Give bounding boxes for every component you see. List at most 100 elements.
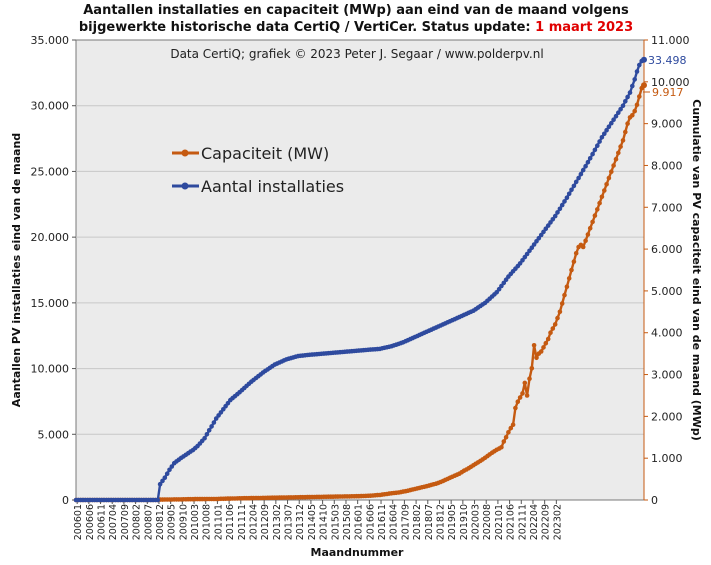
y-left-tick-label: 5.000 xyxy=(38,428,70,441)
series-point-0 xyxy=(623,129,628,135)
y-left-tick-label: 15.000 xyxy=(31,297,70,310)
chart-title-line2-prefix: bijgewerkte historische data CertiQ / Ve… xyxy=(79,20,535,35)
series-point-1 xyxy=(573,179,579,185)
series-point-1 xyxy=(597,139,602,144)
series-point-0 xyxy=(517,395,523,400)
series-point-1 xyxy=(602,131,607,137)
x-tick-label: 201508 xyxy=(342,504,353,540)
x-tick-label: 201307 xyxy=(284,504,295,540)
y-left-tick-label: 30.000 xyxy=(31,100,70,113)
series-point-1 xyxy=(580,167,586,173)
series-point-1 xyxy=(543,226,549,231)
y-right-tick-label: 4.000 xyxy=(651,327,683,340)
x-tick-label: 201008 xyxy=(202,504,213,540)
series-point-1 xyxy=(606,124,612,129)
series-point-0 xyxy=(548,330,553,336)
x-tick-label: 201101 xyxy=(213,504,224,540)
series-point-0 xyxy=(585,232,591,237)
series-point-1 xyxy=(524,251,530,257)
series-point-1 xyxy=(536,235,542,241)
x-tick-label: 201604 xyxy=(389,504,400,540)
series-point-1 xyxy=(578,171,584,177)
series-point-0 xyxy=(620,138,626,143)
x-axis-label: Maandnummer xyxy=(311,546,405,559)
series-point-1 xyxy=(623,99,628,104)
series-point-0 xyxy=(604,182,609,187)
series-point-0 xyxy=(545,336,551,342)
y-axis-right-label: Cumulatie van PV capaciteit eind van de … xyxy=(690,99,703,441)
series-point-0 xyxy=(559,301,565,306)
x-tick-label: 200905 xyxy=(167,504,178,540)
y-left-tick-label: 20.000 xyxy=(31,231,70,244)
series-point-1 xyxy=(517,261,523,266)
series-point-0 xyxy=(618,144,623,149)
series-point-1 xyxy=(545,223,551,228)
series-point-1 xyxy=(611,117,616,122)
series-point-1 xyxy=(204,432,210,437)
x-tick-label: 201812 xyxy=(435,504,446,540)
x-tick-label: 202204 xyxy=(529,504,540,540)
series-point-0 xyxy=(625,121,630,126)
series-point-1 xyxy=(585,159,591,165)
series-point-1 xyxy=(566,191,572,197)
y-right-tick-label: 10.000 xyxy=(651,76,690,89)
x-tick-label: 200807 xyxy=(143,504,154,540)
series-point-1 xyxy=(202,435,207,441)
x-tick-label: 201611 xyxy=(377,504,388,540)
x-tick-label: 201003 xyxy=(190,504,201,540)
chart-subtitle: Data CertiQ; grafiek © 2023 Peter J. Seg… xyxy=(170,47,543,61)
series-point-1 xyxy=(155,497,161,503)
series-point-0 xyxy=(590,219,595,225)
chart-title-line2: bijgewerkte historische data CertiQ / Ve… xyxy=(79,20,633,35)
x-tick-label: 201405 xyxy=(307,504,318,540)
series-point-1 xyxy=(592,147,598,153)
series-point-0 xyxy=(613,156,619,162)
x-tick-label: 200812 xyxy=(155,504,166,540)
y-axis-left-label: Aantallen PV installaties eind van de ma… xyxy=(10,133,23,407)
y-right-tick-label: 5.000 xyxy=(651,285,683,298)
series-point-0 xyxy=(538,349,544,354)
series-point-0 xyxy=(508,425,514,431)
series-point-0 xyxy=(569,267,574,273)
x-tick-label: 200611 xyxy=(97,504,108,540)
series-point-1 xyxy=(569,187,574,193)
y-left-tick-label: 35.000 xyxy=(31,34,70,47)
x-tick-label: 200709 xyxy=(120,504,131,540)
series-point-1 xyxy=(634,69,640,74)
x-tick-label: 201302 xyxy=(272,504,283,540)
x-tick-label: 200606 xyxy=(85,504,96,540)
series-point-0 xyxy=(592,213,598,218)
legend-label-capacity: Capaciteit (MW) xyxy=(201,144,329,163)
series-point-1 xyxy=(576,175,581,181)
series-point-1 xyxy=(609,120,614,126)
legend-label-installations: Aantal installaties xyxy=(201,177,344,196)
series-point-1 xyxy=(587,156,593,161)
plot-area xyxy=(75,39,645,501)
series-point-0 xyxy=(564,284,570,290)
series-point-0 xyxy=(580,244,586,250)
series-point-1 xyxy=(225,400,231,406)
y-left-tick-label: 0 xyxy=(62,494,69,507)
series-point-1 xyxy=(559,202,565,208)
series-point-1 xyxy=(164,471,170,477)
chart-title-status-date: 1 maart 2023 xyxy=(535,20,633,35)
series-point-0 xyxy=(499,445,504,450)
series-point-0 xyxy=(595,207,600,212)
x-tick-label: 200704 xyxy=(108,504,119,540)
series-point-1 xyxy=(499,283,504,289)
series-point-1 xyxy=(213,416,219,421)
x-tick-label: 202106 xyxy=(506,504,517,540)
x-tick-label: 201709 xyxy=(400,504,411,540)
grid-lines xyxy=(76,105,644,435)
y-right-tick-label: 11.000 xyxy=(651,34,690,47)
series-point-1 xyxy=(616,110,621,115)
series-point-1 xyxy=(604,127,609,133)
x-tick-label: 200910 xyxy=(178,504,189,540)
series-point-1 xyxy=(209,424,214,429)
series-point-1 xyxy=(169,464,175,469)
x-tick-label: 200601 xyxy=(73,504,84,540)
series-point-1 xyxy=(550,217,556,222)
x-tick-label: 202111 xyxy=(517,504,528,540)
